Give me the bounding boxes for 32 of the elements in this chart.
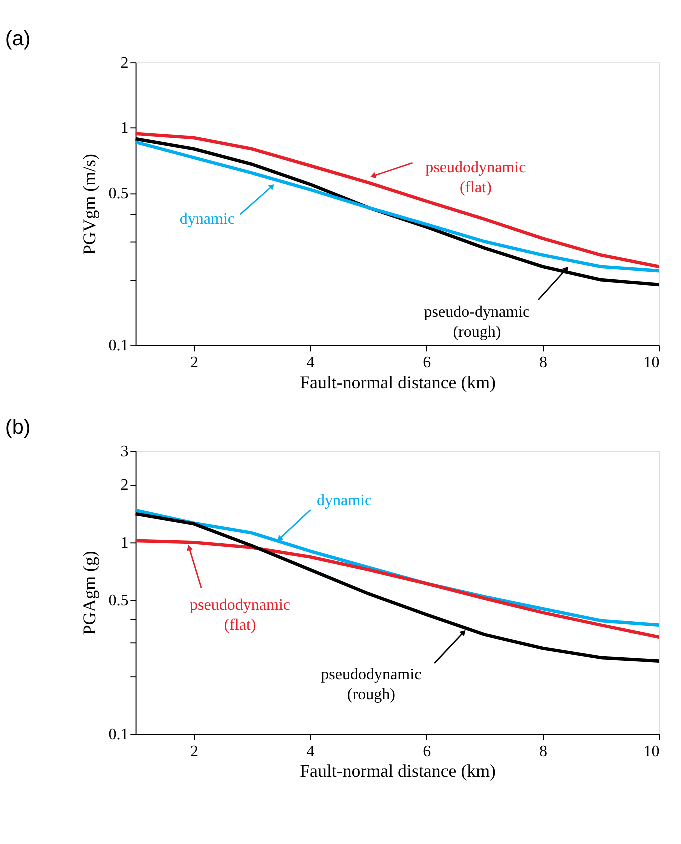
x-tick-label: 4 xyxy=(306,743,315,760)
annotation: dynamic xyxy=(316,492,372,510)
y-tick-label: 2 xyxy=(120,54,129,72)
y-tick-label: 0.1 xyxy=(108,726,129,744)
x-tick-label: 10 xyxy=(644,354,660,372)
x-tick-label: 10 xyxy=(644,743,660,760)
x-tick-label: 2 xyxy=(190,354,198,372)
x-tick-label: 6 xyxy=(423,354,432,372)
x-tick-label: 8 xyxy=(539,743,548,760)
y-tick-label: 1 xyxy=(120,120,129,138)
line-series xyxy=(134,539,661,640)
x-axis-title: Fault-normal distance (km) xyxy=(300,372,496,392)
y-tick-label: 3 xyxy=(120,443,129,460)
y-axis-title: PGAgm (g) xyxy=(80,551,100,636)
y-tick-label: 2 xyxy=(120,477,129,494)
y-axis-title: PGVgm (m/s) xyxy=(80,154,100,256)
chart-title: (a) xyxy=(5,28,31,51)
annotation: pseudodynamic (flat) xyxy=(190,596,291,634)
chart-title: (b) xyxy=(5,416,31,440)
annotation: dynamic xyxy=(180,210,236,228)
x-tick-label: 6 xyxy=(423,743,432,760)
x-axis-title: Fault-normal distance (km) xyxy=(300,761,496,782)
annotation: pseudodynamic (flat) xyxy=(426,160,526,196)
annotation: pseudodynamic (rough) xyxy=(321,666,422,704)
annotation: pseudo-dynamic (rough) xyxy=(424,304,530,341)
y-tick-label: 0.1 xyxy=(108,338,129,355)
y-tick-label: 0.5 xyxy=(108,186,129,203)
y-tick-label: 1 xyxy=(120,534,129,552)
x-tick-label: 4 xyxy=(306,354,315,372)
y-tick-label: 0.5 xyxy=(108,592,129,610)
x-tick-label: 8 xyxy=(539,354,548,372)
x-tick-label: 2 xyxy=(190,743,198,760)
